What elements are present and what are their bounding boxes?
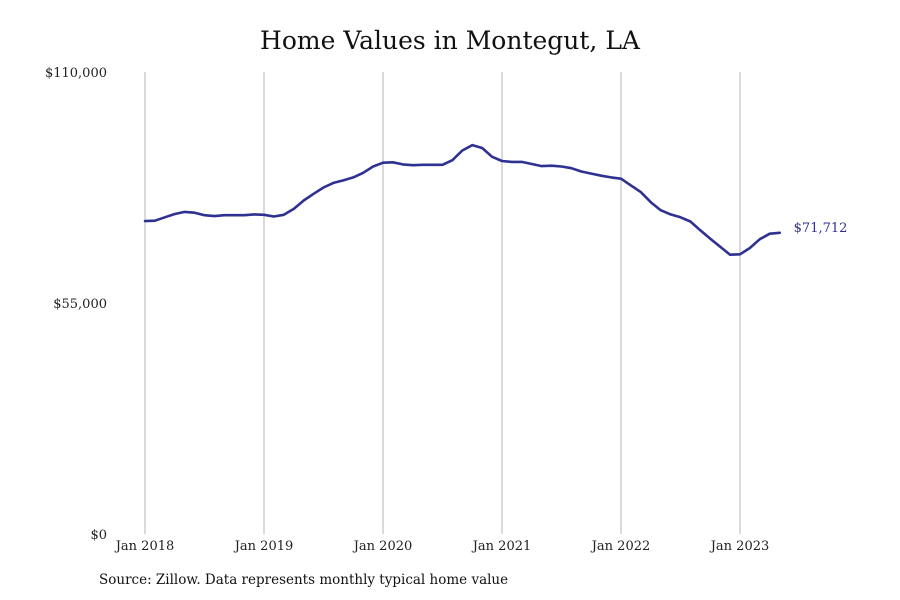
y-tick-label: $110,000	[45, 66, 107, 81]
y-tick-label: $55,000	[53, 297, 107, 312]
x-axis: Jan 2018 Jan 2019 Jan 2020 Jan 2021 Jan 2022…	[114, 539, 770, 554]
series-layer	[143, 143, 781, 256]
grid-lines	[144, 72, 741, 534]
source-note: Source: Zillow. Data represents monthly …	[99, 572, 509, 588]
x-tick-label: Jan 2020	[352, 539, 413, 554]
x-tick-label: Jan 2019	[233, 539, 294, 554]
x-tick-label: Jan 2021	[471, 539, 532, 554]
chart-title: Home Values in Montegut, LA	[260, 26, 640, 55]
x-tick-label: Jan 2023	[709, 539, 770, 554]
y-tick-label: $0	[90, 528, 107, 543]
end-value-layer: $71,712	[794, 221, 848, 236]
end-value-label: $71,712	[794, 221, 848, 236]
x-tick-label: Jan 2018	[114, 539, 175, 554]
series-line-home-value	[143, 143, 781, 256]
y-axis: $0 $55,000 $110,000	[45, 66, 107, 543]
x-tick-label: Jan 2022	[590, 539, 651, 554]
